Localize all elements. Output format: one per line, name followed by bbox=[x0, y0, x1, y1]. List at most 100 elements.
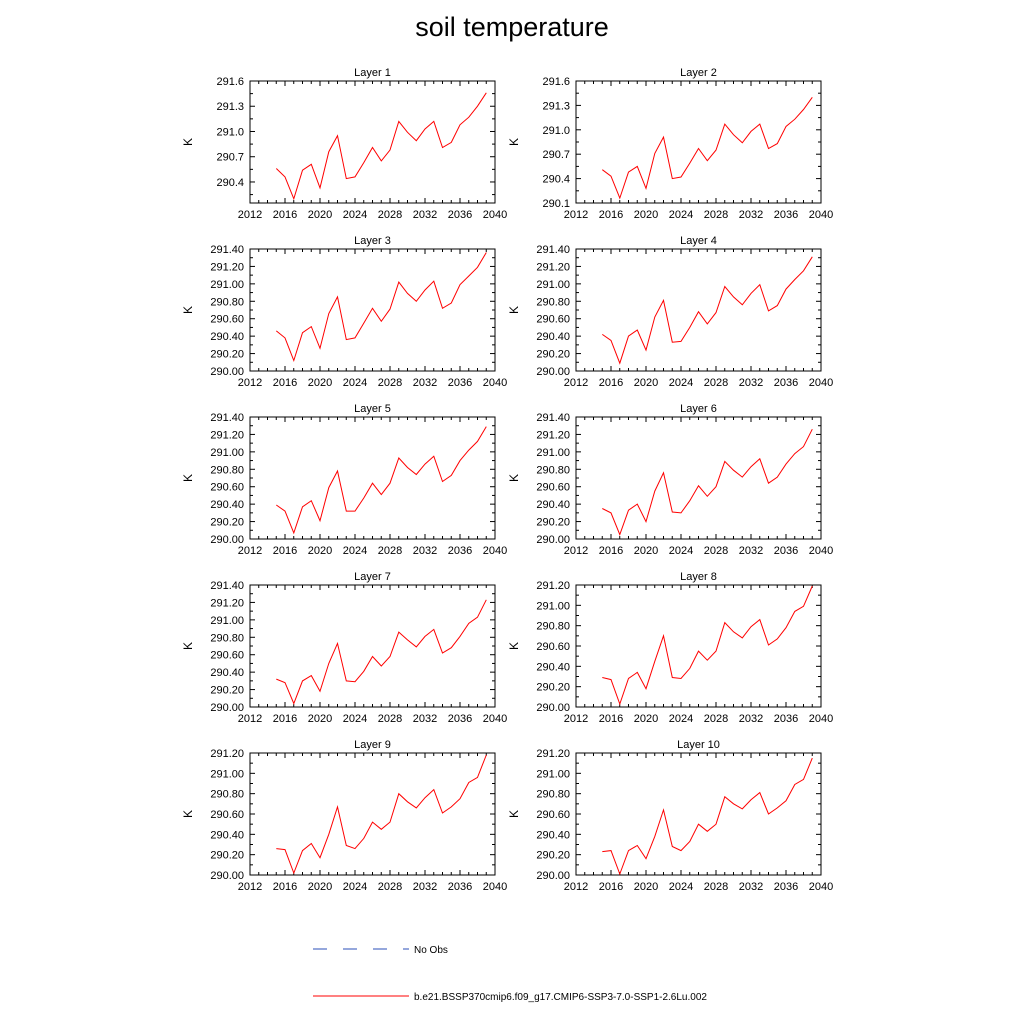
x-tick-label: 2020 bbox=[634, 209, 658, 221]
x-tick-label: 2032 bbox=[413, 209, 437, 221]
x-tick-label: 2020 bbox=[308, 713, 332, 725]
x-tick-label: 2036 bbox=[448, 209, 472, 221]
panel-title: Layer 1 bbox=[354, 67, 391, 79]
panel-title: Layer 2 bbox=[680, 67, 717, 79]
plot-frame bbox=[575, 416, 822, 540]
y-tick-label: 291.3 bbox=[542, 100, 570, 112]
series-line bbox=[602, 585, 813, 706]
x-tick-label: 2024 bbox=[669, 377, 693, 389]
y-tick-label: 290.60 bbox=[536, 314, 570, 326]
y-tick-label: 291.3 bbox=[216, 101, 244, 113]
y-tick-label: 290.60 bbox=[210, 650, 244, 662]
panel-title: Layer 3 bbox=[354, 235, 391, 247]
y-axis-label: K bbox=[507, 810, 521, 818]
y-tick-label: 290.40 bbox=[210, 829, 244, 841]
x-tick-label: 2028 bbox=[704, 209, 728, 221]
y-tick-label: 291.0 bbox=[542, 125, 570, 137]
y-tick-label: 290.7 bbox=[216, 152, 244, 164]
x-tick-label: 2020 bbox=[634, 545, 658, 557]
y-tick-label: 291.20 bbox=[210, 597, 244, 609]
x-tick-label: 2012 bbox=[238, 377, 262, 389]
x-tick-label: 2012 bbox=[238, 545, 262, 557]
series-line bbox=[602, 428, 813, 537]
y-tick-label: 290.20 bbox=[536, 517, 570, 529]
legend-obs-label: No Obs bbox=[414, 945, 448, 956]
panel-title: Layer 4 bbox=[680, 235, 717, 247]
plot-frame bbox=[575, 80, 822, 204]
x-tick-label: 2024 bbox=[669, 545, 693, 557]
y-tick-label: 290.7 bbox=[542, 149, 570, 161]
y-tick-label: 290.1 bbox=[542, 198, 570, 210]
x-tick-label: 2028 bbox=[378, 545, 402, 557]
y-tick-label: 291.40 bbox=[210, 412, 244, 424]
y-tick-label: 290.00 bbox=[536, 870, 570, 882]
x-tick-label: 2028 bbox=[378, 377, 402, 389]
x-tick-label: 2036 bbox=[774, 881, 798, 893]
y-tick-label: 291.0 bbox=[216, 126, 244, 138]
chart-panel-layer-3: Layer 3 K 2012 2016 2020 2024 2028 2032 2036 2040… bbox=[181, 235, 507, 389]
y-tick-label: 290.20 bbox=[210, 517, 244, 529]
x-tick-label: 2036 bbox=[448, 713, 472, 725]
x-tick-label: 2024 bbox=[669, 209, 693, 221]
x-tick-label: 2040 bbox=[809, 881, 833, 893]
x-tick-label: 2016 bbox=[599, 209, 623, 221]
y-tick-label: 291.40 bbox=[536, 244, 570, 256]
y-axis-label: K bbox=[507, 642, 521, 650]
x-tick-label: 2024 bbox=[669, 881, 693, 893]
x-tick-label: 2016 bbox=[273, 713, 297, 725]
x-tick-label: 2016 bbox=[273, 545, 297, 557]
panel-title: Layer 8 bbox=[680, 571, 717, 583]
x-tick-label: 2040 bbox=[809, 545, 833, 557]
y-axis-label: K bbox=[181, 810, 195, 818]
chart-panel-layer-6: Layer 6 K 2012 2016 2020 2024 2028 2032 2036 2040… bbox=[507, 403, 833, 557]
y-tick-label: 291.00 bbox=[536, 768, 570, 780]
x-tick-label: 2012 bbox=[564, 545, 588, 557]
chart-panel-layer-7: Layer 7 K 2012 2016 2020 2024 2028 2032 2036 2040… bbox=[181, 571, 507, 725]
y-tick-label: 290.00 bbox=[536, 366, 570, 378]
x-tick-label: 2032 bbox=[413, 713, 437, 725]
x-tick-label: 2040 bbox=[483, 713, 507, 725]
y-tick-label: 290.60 bbox=[536, 641, 570, 653]
x-tick-label: 2016 bbox=[273, 377, 297, 389]
y-tick-label: 290.4 bbox=[542, 174, 570, 186]
panel-title: Layer 6 bbox=[680, 403, 717, 415]
y-axis-label: K bbox=[181, 474, 195, 482]
x-tick-label: 2032 bbox=[739, 377, 763, 389]
y-tick-label: 291.00 bbox=[210, 279, 244, 291]
chart-panel-layer-2: Layer 2 K 2012 2016 2020 2024 2028 2032 2036 2040… bbox=[507, 67, 833, 221]
y-tick-label: 290.00 bbox=[210, 534, 244, 546]
x-tick-label: 2020 bbox=[308, 377, 332, 389]
x-tick-label: 2012 bbox=[564, 209, 588, 221]
x-tick-label: 2040 bbox=[483, 881, 507, 893]
chart-panel-layer-10: Layer 10 K 2012 2016 2020 2024 2028 2032 2036 204… bbox=[507, 739, 833, 893]
x-tick-label: 2016 bbox=[599, 545, 623, 557]
x-tick-label: 2032 bbox=[739, 881, 763, 893]
x-tick-label: 2040 bbox=[809, 209, 833, 221]
x-tick-label: 2020 bbox=[634, 377, 658, 389]
x-tick-label: 2012 bbox=[238, 209, 262, 221]
x-tick-label: 2036 bbox=[774, 713, 798, 725]
series-line bbox=[276, 426, 487, 535]
y-tick-label: 290.40 bbox=[210, 499, 244, 511]
page-title: soil temperature bbox=[415, 12, 609, 42]
chart-panel-layer-5: Layer 5 K 2012 2016 2020 2024 2028 2032 2036 2040… bbox=[181, 403, 507, 557]
y-tick-label: 291.00 bbox=[536, 447, 570, 459]
series-line bbox=[276, 754, 487, 875]
legend: No Obs b.e21.BSSP370cmip6.f09_g17.CMIP6-… bbox=[313, 945, 707, 1003]
y-tick-label: 290.00 bbox=[210, 870, 244, 882]
y-axis-label: K bbox=[181, 138, 195, 146]
x-tick-label: 2032 bbox=[413, 377, 437, 389]
y-tick-label: 290.20 bbox=[210, 685, 244, 697]
x-tick-label: 2028 bbox=[378, 713, 402, 725]
y-tick-label: 290.80 bbox=[210, 296, 244, 308]
x-tick-label: 2032 bbox=[739, 209, 763, 221]
chart-panel-layer-4: Layer 4 K 2012 2016 2020 2024 2028 2032 2036 2040… bbox=[507, 235, 833, 389]
y-tick-label: 290.40 bbox=[210, 331, 244, 343]
y-tick-label: 291.20 bbox=[210, 429, 244, 441]
y-tick-label: 290.00 bbox=[210, 366, 244, 378]
y-tick-label: 290.40 bbox=[210, 667, 244, 679]
x-tick-label: 2016 bbox=[599, 713, 623, 725]
y-tick-label: 290.40 bbox=[536, 331, 570, 343]
y-tick-label: 290.00 bbox=[210, 702, 244, 714]
